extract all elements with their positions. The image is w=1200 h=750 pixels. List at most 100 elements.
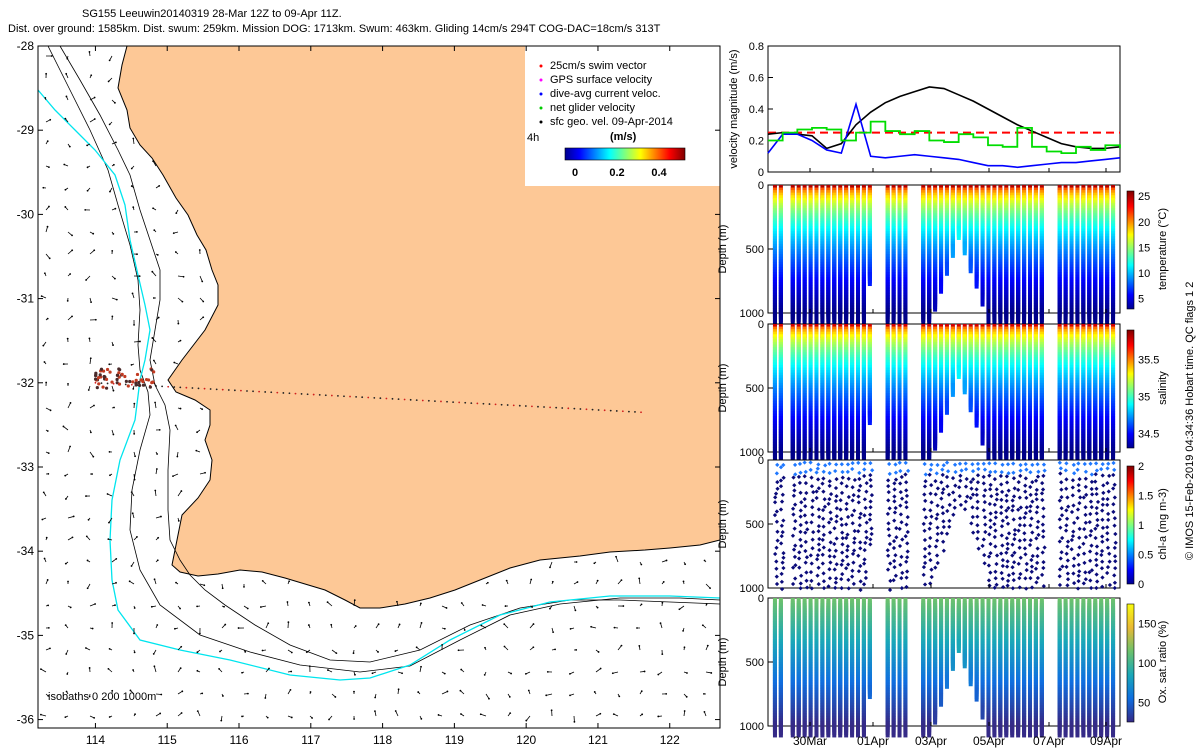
section-sample-point [968,259,973,274]
section-sample-point [939,279,944,294]
geo-velocity-vector [89,249,95,255]
geo-velocity-arrowhead [40,295,43,298]
geo-velocity-arrowhead [139,340,141,343]
section-ytick-label: 500 [746,244,764,256]
section-sample-point [1111,310,1116,325]
geo-velocity-arrowhead [132,206,135,208]
section-colorbar-label: temperature (°C) [1157,208,1169,290]
section-colorbar-tick: 5 [1138,294,1144,306]
geo-velocity-arrowhead [107,80,110,83]
geo-velocity-vector [89,358,92,365]
velocity-ylabel: velocity magnitude (m/s) [728,49,740,168]
section-colorbar [1126,190,1135,310]
geo-velocity-arrowhead [66,57,69,60]
section-sample-point [962,380,967,395]
geo-velocity-arrowhead [86,144,89,147]
section-sample-point [1022,310,1027,325]
geo-velocity-arrowhead [112,389,115,392]
section-sample-point [921,310,926,325]
section-sample-point [974,274,979,289]
geo-velocity-arrowhead [71,234,73,237]
section-sample-point [1004,310,1009,325]
geo-velocity-arrowhead [151,270,154,273]
geo-velocity-arrowhead [174,251,177,253]
section-sample-point [1016,310,1021,325]
geo-velocity-arrowhead [65,72,68,75]
velocity-ytick-label: 0.2 [749,136,764,148]
geo-velocity-arrowhead [133,324,135,326]
geo-velocity-arrowhead [86,166,89,169]
geo-velocity-arrowhead [132,137,135,140]
geo-velocity-vector [199,275,203,282]
geo-velocity-arrowhead [111,250,114,252]
section-sample-point [802,310,807,325]
geo-velocity-arrowhead [173,361,176,364]
geo-velocity-arrowhead [114,101,116,104]
section-sample-point [885,310,890,325]
geo-velocity-arrowhead [64,117,67,120]
geo-velocity-arrowhead [151,337,154,339]
section-sample-point [980,431,985,446]
geo-velocity-vector [85,275,91,281]
geo-velocity-arrowhead [112,344,114,346]
section-sample-point [826,310,831,325]
geo-velocity-arrowhead [175,212,178,215]
geo-velocity-arrowhead [64,206,67,208]
geo-velocity-arrowhead [115,141,117,144]
map-title-line1: SG155 Leeuwin20140319 28-Mar 12Z to 09-A… [82,8,342,20]
section-sample-point [962,241,967,256]
coast-track-line [38,89,720,681]
geo-velocity-arrowhead [92,232,95,235]
geo-velocity-arrowhead [152,297,155,299]
geo-velocity-arrowhead [46,317,49,320]
section-sample-point [808,310,813,325]
geo-velocity-arrowhead [157,316,160,319]
section-sample-point [933,436,938,451]
geo-velocity-arrowhead [90,301,92,304]
geo-velocity-arrowhead [130,363,133,366]
geo-velocity-arrowhead [84,208,87,211]
section-colorbar-tick: 20 [1138,217,1150,229]
geo-velocity-vector [67,316,73,321]
geo-velocity-arrowhead [64,188,67,191]
section-sample-point [968,398,973,413]
geo-velocity-arrowhead [198,249,201,251]
geo-velocity-vector [177,275,184,278]
section-sample-point [772,310,777,325]
section-colorbar-tick: 10 [1138,268,1150,280]
section-sample-point [944,400,949,415]
section-ylabel: Depth (m) [717,225,729,274]
section-sample-point [838,310,843,325]
section-colorbar-tick: 25 [1138,191,1150,203]
geo-velocity-arrowhead [48,257,51,260]
geo-velocity-arrowhead [115,298,118,301]
geo-velocity-arrowhead [108,59,111,62]
geo-velocity-arrowhead [85,279,87,281]
section-sample-point [850,310,855,325]
section-sample-point [950,382,955,397]
section-sample-point [1087,310,1092,325]
section-sample-point [790,310,795,325]
section-sample-point [986,310,991,325]
surface-velocity-vectors [40,51,713,723]
geo-velocity-arrowhead [48,205,50,208]
section-ytick-label: 0 [758,180,764,192]
section-sample-point [944,261,949,276]
section-sample-point [903,310,908,325]
section-sample-point [956,225,961,240]
land-area [117,46,720,609]
section-sample-point [856,310,860,325]
geo-velocity-arrowhead [90,74,93,77]
geo-velocity-arrowhead [108,123,111,126]
geo-velocity-arrowhead [65,95,68,98]
section-sample-point [998,310,1003,325]
geo-velocity-arrowhead [63,163,66,166]
geo-velocity-arrowhead [111,315,114,318]
geo-velocity-arrowhead [112,233,115,235]
geo-velocity-arrowhead [89,357,92,360]
geo-velocity-vector [45,253,50,259]
geo-velocity-arrowhead [66,337,69,340]
section-sample-point [820,310,825,325]
